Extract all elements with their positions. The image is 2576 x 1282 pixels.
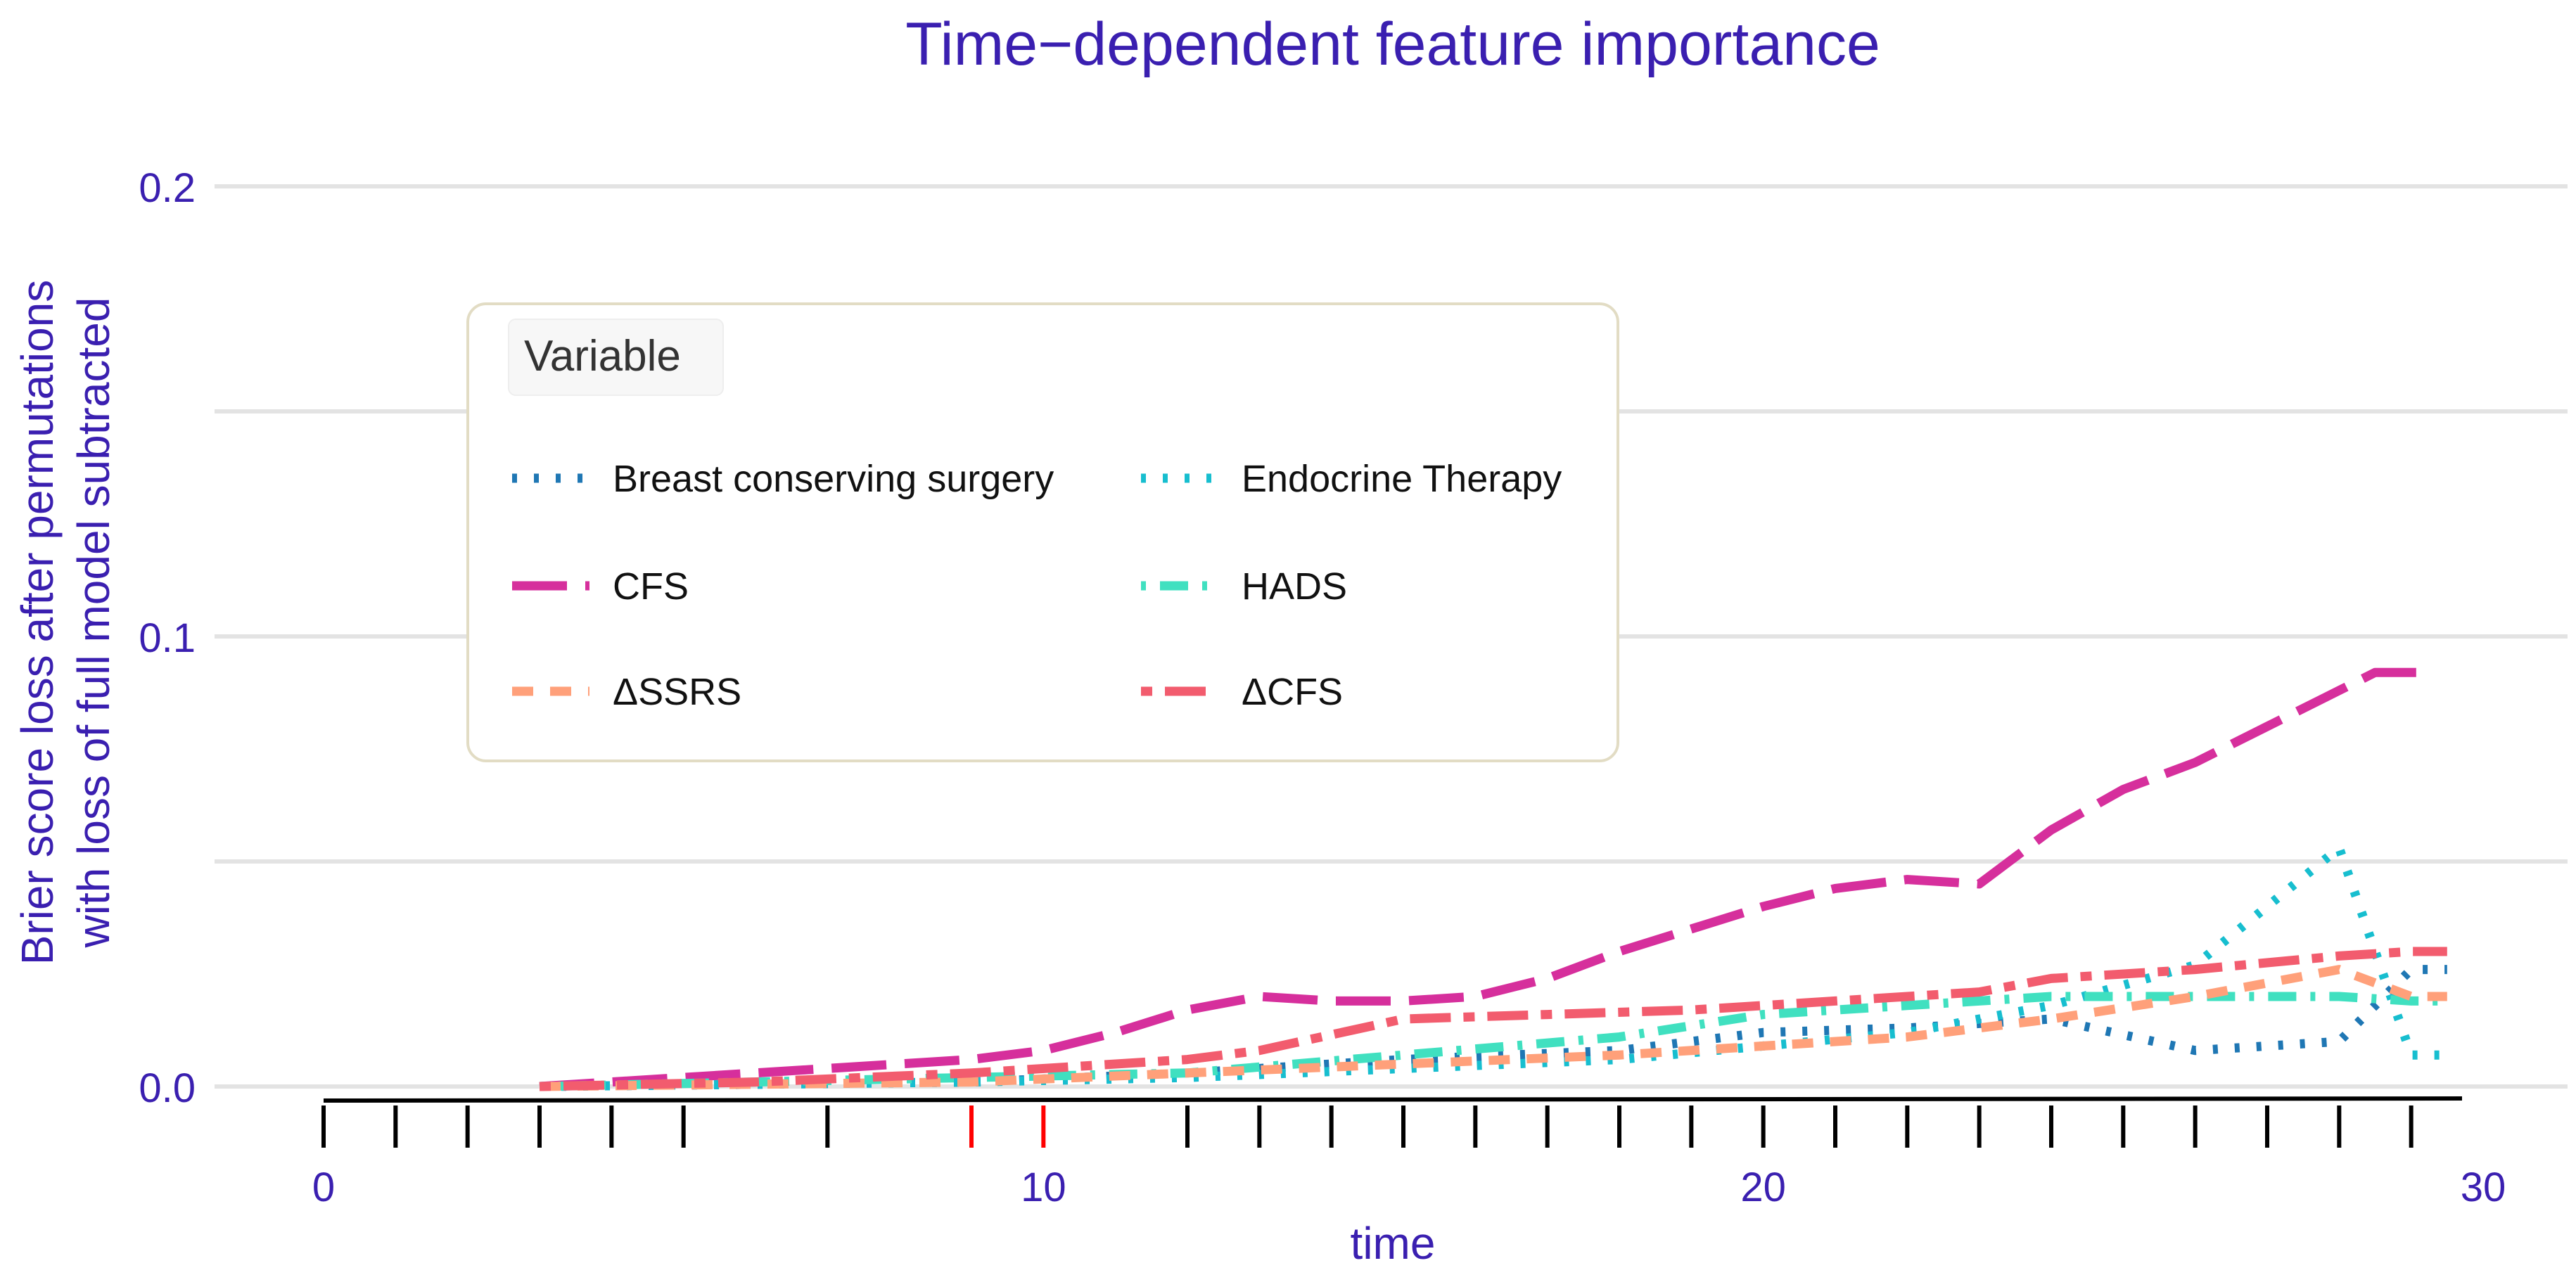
y-axis-label-line-1: Brier score loss after permutations xyxy=(12,280,63,966)
legend-label-2: CFS xyxy=(613,565,689,608)
series-line-3 xyxy=(539,992,2447,1091)
y-tick-label-2: 0.2 xyxy=(139,165,196,211)
y-tick-label-1: 0.1 xyxy=(139,615,196,661)
chart-title: Time−dependent feature importance xyxy=(905,11,1880,78)
legend-label-0: Breast conserving surgery xyxy=(613,458,1054,500)
series-lines xyxy=(539,667,2447,1091)
legend-title-box xyxy=(508,319,724,396)
x-axis-label: time xyxy=(1351,1218,1436,1269)
x-tick-label-2: 20 xyxy=(1740,1165,1786,1210)
rug-axis xyxy=(321,1096,2463,1148)
y-tick-label-0: 0.0 xyxy=(139,1065,196,1111)
y-tick-labels: 0.0 0.1 0.2 xyxy=(139,165,196,1111)
y-axis-label-line-2: with loss of full model subtracted xyxy=(68,297,119,949)
series-line-0 xyxy=(539,965,2447,1091)
series-line-4 xyxy=(539,965,2447,1091)
rug-baseline xyxy=(323,1096,2463,1103)
legend-entries: Breast conserving surgery Endocrine Thera… xyxy=(512,458,1562,713)
x-tick-labels: 0 10 20 30 xyxy=(312,1165,2506,1210)
x-tick-label-1: 10 xyxy=(1021,1165,1066,1210)
legend-label-5: ΔCFS xyxy=(1242,671,1343,713)
legend-box xyxy=(466,302,1619,762)
series-line-2 xyxy=(539,667,2433,1091)
legend-title: Variable xyxy=(524,332,681,380)
x-tick-label-3: 30 xyxy=(2461,1165,2506,1210)
legend-label-4: ΔSSRS xyxy=(613,671,741,713)
legend: Variable Breast conserving surgery Endocr… xyxy=(466,302,1619,762)
x-tick-label-0: 0 xyxy=(312,1165,335,1210)
y-axis-label: Brier score loss after permutations with… xyxy=(12,280,119,966)
series-line-5 xyxy=(539,947,2447,1091)
legend-label-1: Endocrine Therapy xyxy=(1242,458,1562,500)
legend-label-3: HADS xyxy=(1242,565,1347,608)
